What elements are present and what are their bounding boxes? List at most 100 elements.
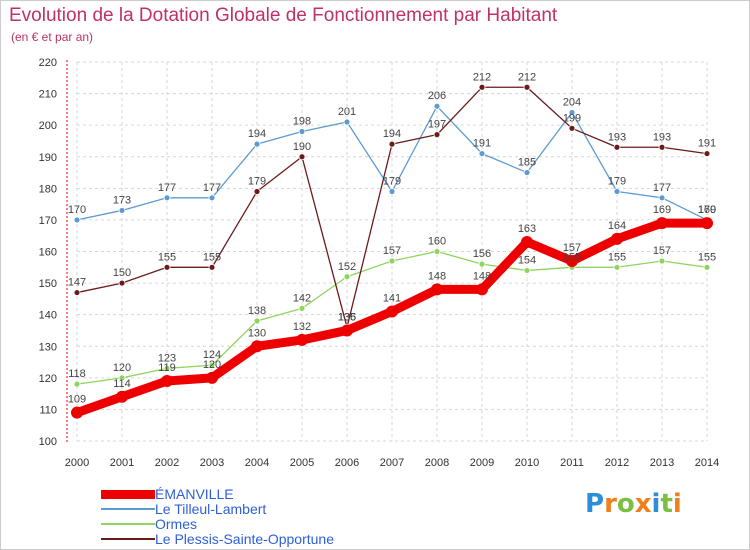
x-tick-label: 2010: [515, 457, 539, 469]
data-label-emanville: 169: [698, 204, 716, 216]
legend-label-le-plessis-sainte-opportune: Le Plessis-Sainte-Opportune: [155, 531, 334, 547]
data-point-le-tilleul-lambert: [478, 150, 486, 157]
data-point-le-plessis-sainte-opportune: [298, 153, 306, 161]
data-label-le-tilleul-lambert: 206: [428, 90, 446, 102]
data-point-emanville: [521, 236, 533, 249]
data-label-emanville: 148: [428, 270, 446, 282]
y-tick-label: 150: [39, 278, 57, 290]
data-label-emanville: 132: [293, 321, 311, 333]
data-label-emanville: 120: [203, 359, 221, 371]
data-label-ormes: 156: [473, 248, 491, 260]
data-point-ormes: [118, 374, 126, 382]
data-point-ormes: [703, 263, 711, 271]
data-point-ormes: [208, 361, 216, 369]
data-label-le-tilleul-lambert: 198: [293, 115, 311, 127]
data-label-le-plessis-sainte-opportune: 194: [383, 128, 401, 140]
data-point-le-tilleul-lambert: [208, 194, 216, 202]
data-label-le-plessis-sainte-opportune: 199: [563, 112, 581, 124]
data-label-le-tilleul-lambert: 177: [158, 182, 176, 194]
x-tick-label: 2007: [380, 457, 404, 469]
data-label-le-plessis-sainte-opportune: 212: [518, 71, 536, 83]
data-label-emanville: 130: [248, 327, 266, 339]
chart-title: Evolution de la Dotation Globale de Fonc…: [9, 5, 558, 26]
data-label-le-tilleul-lambert: 173: [113, 194, 131, 206]
data-point-ormes: [343, 273, 351, 281]
data-label-emanville: 109: [68, 394, 86, 406]
y-tick-label: 210: [39, 89, 57, 101]
data-point-emanville: [566, 254, 578, 267]
logo-letter: t: [660, 489, 673, 519]
data-point-emanville: [656, 217, 668, 230]
data-label-emanville: 164: [608, 220, 626, 232]
x-tick-label: 2000: [65, 457, 89, 469]
legend-swatch-ormes: [101, 523, 155, 525]
data-point-le-plessis-sainte-opportune: [163, 263, 171, 271]
data-point-emanville: [71, 406, 83, 419]
logo-letter: r: [604, 489, 617, 519]
data-label-le-tilleul-lambert: 179: [608, 175, 626, 187]
logo-letter: i: [651, 489, 661, 519]
data-label-le-tilleul-lambert: 191: [473, 138, 491, 150]
data-point-emanville: [116, 390, 128, 403]
data-point-emanville: [341, 324, 353, 337]
data-point-le-plessis-sainte-opportune: [73, 289, 81, 296]
data-label-ormes: 142: [293, 292, 311, 304]
data-label-le-tilleul-lambert: 179: [383, 175, 401, 187]
data-point-le-tilleul-lambert: [523, 169, 531, 176]
data-label-emanville: 169: [653, 204, 671, 216]
data-point-le-plessis-sainte-opportune: [208, 263, 216, 271]
data-label-le-tilleul-lambert: 194: [248, 128, 266, 140]
data-point-le-plessis-sainte-opportune: [253, 188, 261, 195]
data-point-le-tilleul-lambert: [658, 194, 666, 202]
data-point-le-tilleul-lambert: [118, 207, 126, 214]
legend-label-emanville: ÉMANVILLE: [155, 486, 234, 502]
data-point-ormes: [613, 263, 621, 271]
y-tick-label: 140: [39, 310, 57, 322]
x-tick-label: 2011: [560, 457, 584, 469]
chart-subtitle: (en € et par an): [11, 30, 94, 44]
data-point-le-tilleul-lambert: [433, 102, 441, 110]
x-tick-label: 2006: [335, 457, 359, 469]
x-tick-label: 2014: [695, 457, 719, 469]
data-point-le-tilleul-lambert: [73, 216, 81, 224]
data-label-emanville: 141: [383, 293, 401, 305]
x-tick-label: 2003: [200, 457, 224, 469]
series-layer: [71, 83, 713, 419]
y-tick-label: 180: [39, 183, 57, 195]
data-point-emanville: [386, 305, 398, 318]
data-point-ormes: [73, 380, 81, 388]
y-tick-label: 120: [39, 373, 57, 385]
data-label-le-plessis-sainte-opportune: 136: [338, 311, 356, 323]
data-point-le-tilleul-lambert: [343, 118, 351, 126]
data-label-ormes: 123: [158, 352, 176, 364]
data-label-ormes: 154: [518, 254, 536, 266]
data-label-ormes: 157: [653, 245, 671, 257]
data-point-emanville: [431, 283, 443, 296]
data-label-ormes: 118: [68, 368, 86, 380]
data-point-le-plessis-sainte-opportune: [658, 143, 666, 151]
data-point-ormes: [433, 248, 441, 255]
data-label-emanville: 163: [518, 223, 536, 235]
data-point-le-plessis-sainte-opportune: [433, 131, 441, 139]
logo-letter: o: [616, 489, 635, 519]
data-label-ormes: 152: [338, 261, 356, 273]
data-label-ormes: 160: [428, 236, 446, 248]
legend-swatch-le-tilleul-lambert: [101, 508, 155, 510]
legend-label-le-tilleul-lambert: Le Tilleul-Lambert: [155, 501, 267, 517]
data-point-emanville: [161, 374, 173, 387]
data-point-le-plessis-sainte-opportune: [523, 83, 531, 91]
data-label-le-tilleul-lambert: 177: [203, 182, 221, 194]
data-point-emanville: [701, 217, 713, 230]
logo-letter: i: [672, 489, 682, 519]
legend-swatch-emanville: [101, 490, 155, 499]
data-label-le-tilleul-lambert: 201: [338, 106, 356, 118]
proxiti-logo: Proxiti: [585, 489, 682, 519]
x-tick-label: 2002: [155, 457, 179, 469]
axis-layer: 100 110 120 130 140 150 160 170 180 190 200 210 220 2…: [39, 57, 720, 469]
data-point-ormes: [658, 257, 666, 265]
data-point-le-tilleul-lambert: [163, 194, 171, 202]
data-point-le-tilleul-lambert: [253, 140, 261, 148]
data-point-ormes: [523, 267, 531, 274]
x-tick-label: 2004: [245, 457, 269, 469]
x-tick-label: 2009: [470, 457, 494, 469]
